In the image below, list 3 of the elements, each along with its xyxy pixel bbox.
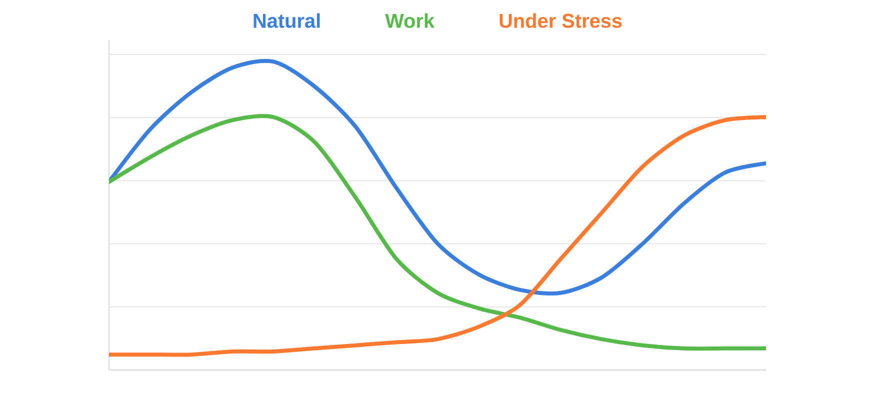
series-label: Natural xyxy=(254,13,320,28)
text: Work xyxy=(385,13,435,28)
text: Under Stress xyxy=(500,13,622,28)
